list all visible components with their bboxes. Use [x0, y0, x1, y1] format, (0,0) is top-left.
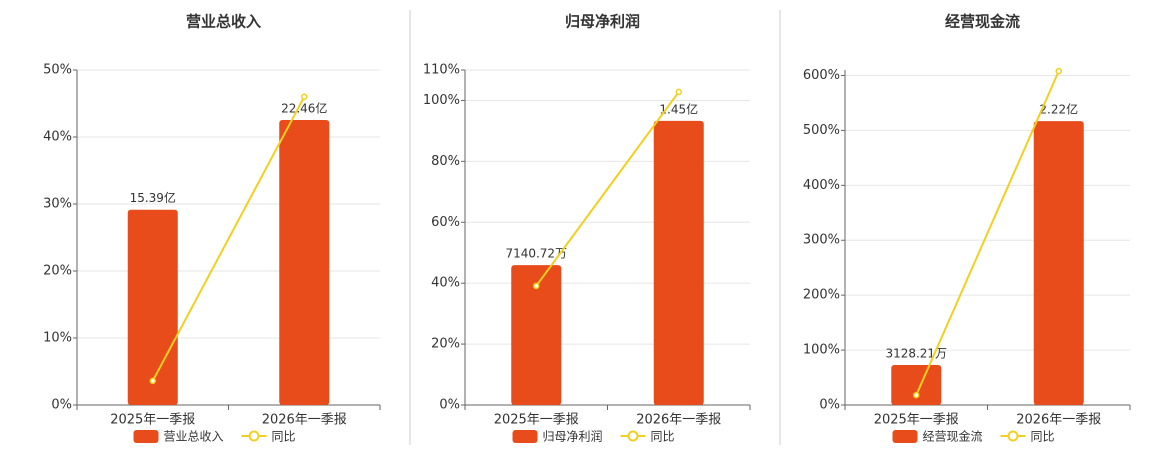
y-tick-label: 100% [803, 343, 840, 358]
point [533, 282, 540, 290]
value-label: 22.46亿 [281, 100, 327, 115]
x-tick-label: 2025年一季报 [110, 413, 195, 428]
y-tick-label: 0% [439, 398, 460, 413]
legend-swatch [133, 430, 159, 443]
y-tick-label: 200% [803, 288, 840, 303]
y-tick-label: 60% [431, 215, 460, 230]
y-tick-label: 400% [803, 178, 840, 193]
y-tick-label: 600% [803, 68, 840, 83]
legend-swatch [248, 430, 260, 442]
y-tick-label: 110% [423, 63, 460, 78]
legend-swatch [1007, 430, 1019, 442]
point [149, 377, 156, 385]
y-tick-label: 40% [43, 130, 72, 145]
bar [1033, 121, 1084, 406]
value-label: 2.22亿 [1039, 102, 1078, 117]
y-tick-label: 80% [431, 154, 460, 169]
legend-swatch [627, 430, 639, 442]
legend-swatch [892, 430, 918, 443]
legend-swatch [512, 430, 538, 443]
y-tick-label: 300% [803, 233, 840, 248]
bar [653, 120, 704, 405]
legend-label: 同比 [272, 430, 296, 444]
bar [279, 119, 330, 405]
line [535, 91, 680, 287]
point [913, 391, 920, 399]
x-tick-label: 2026年一季报 [262, 413, 347, 428]
x-tick-label: 2025年一季报 [494, 413, 579, 428]
y-tick-label: 40% [431, 276, 460, 291]
value-label: 3128.21万 [885, 347, 947, 361]
y-tick-label: 50% [43, 63, 72, 78]
x-tick-label: 2026年一季报 [636, 413, 721, 428]
bar [127, 209, 178, 405]
legend-label: 同比 [1031, 430, 1055, 444]
legend-label: 同比 [651, 430, 675, 444]
y-tick-label: 20% [431, 337, 460, 352]
chart-title: 经营现金流 [945, 13, 1020, 31]
y-tick-label: 0% [819, 398, 840, 413]
bar [511, 265, 562, 405]
chart-title: 营业总收入 [186, 13, 261, 31]
legend-label: 营业总收入 [164, 430, 224, 444]
legend-label: 归母净利润 [543, 430, 603, 444]
y-tick-label: 500% [803, 123, 840, 138]
value-label: 15.39亿 [130, 190, 176, 205]
chart-title: 归母净利润 [565, 13, 640, 31]
line [151, 96, 306, 382]
point [301, 93, 308, 101]
point [1055, 67, 1062, 75]
bar [891, 365, 942, 405]
y-tick-label: 30% [43, 197, 72, 212]
y-tick-label: 10% [43, 331, 72, 346]
point [675, 88, 682, 96]
x-tick-label: 2026年一季报 [1016, 413, 1101, 428]
y-tick-label: 0% [51, 398, 72, 413]
x-tick-label: 2025年一季报 [874, 413, 959, 428]
legend-label: 经营现金流 [923, 429, 983, 444]
value-label: 7140.72万 [505, 247, 567, 261]
y-tick-label: 20% [43, 264, 72, 279]
y-tick-label: 100% [423, 93, 460, 108]
line [915, 70, 1060, 396]
